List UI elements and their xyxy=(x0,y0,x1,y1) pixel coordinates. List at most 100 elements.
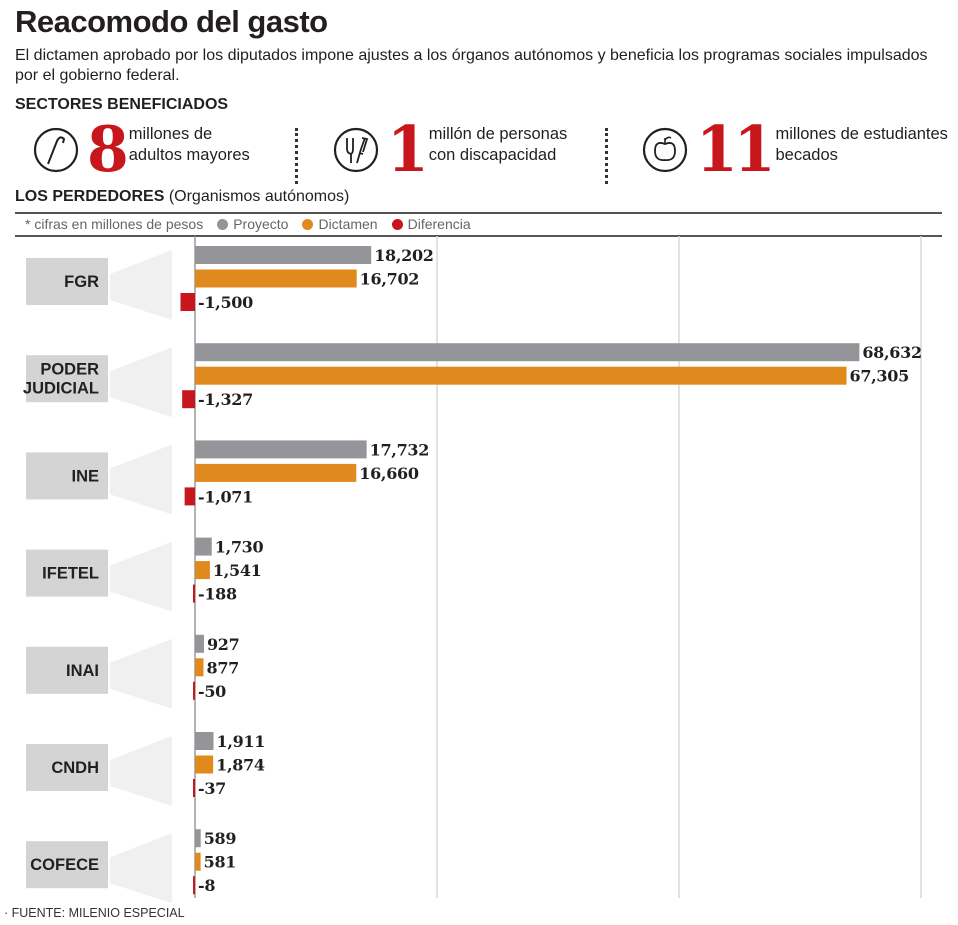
legend-dot-icon xyxy=(302,218,314,230)
sector-number: 8 xyxy=(87,113,129,187)
legend-item-proyecto: Proyecto xyxy=(217,216,288,232)
sector-text-line: millones de xyxy=(128,125,213,143)
sector-text-line: millón de personas xyxy=(428,125,568,143)
sector-text: millones de estudiantes becados xyxy=(776,124,948,166)
bar-proyecto xyxy=(195,829,201,848)
category-label-box xyxy=(26,744,108,791)
sector-text-line: millones de estudiantes xyxy=(775,125,948,143)
sector-text-line: con discapacidad xyxy=(428,146,557,164)
bar-dictamen xyxy=(195,755,214,774)
sector-number: 1 xyxy=(387,113,429,187)
data-label: 927 xyxy=(207,635,240,654)
data-label: 581 xyxy=(204,853,237,872)
legend-label: Dictamen xyxy=(318,216,378,232)
data-label: -37 xyxy=(198,779,226,798)
bar-proyecto xyxy=(195,537,212,556)
divider xyxy=(295,128,300,184)
data-label: 589 xyxy=(204,829,237,848)
data-label: 877 xyxy=(206,658,239,677)
sector-item: 11 millones de estudiantes becados xyxy=(642,113,948,187)
data-label: -1,071 xyxy=(198,487,253,506)
data-label: -8 xyxy=(198,876,215,895)
category-label-box xyxy=(26,258,108,305)
losers-heading-bold: LOS PERDEDORES xyxy=(15,188,165,205)
category-label: INE xyxy=(71,467,99,485)
bar-diferencia xyxy=(184,487,195,506)
category-connector xyxy=(110,250,172,320)
sector-text: millones de adultos mayores xyxy=(129,124,250,166)
sector-item: 1 millón de personas con discapacidad xyxy=(333,113,568,187)
bar-dictamen xyxy=(195,269,357,288)
data-label: 1,911 xyxy=(216,732,265,751)
data-label: 16,702 xyxy=(360,270,419,289)
data-label: -1,327 xyxy=(198,390,253,409)
bar-dictamen xyxy=(195,658,204,677)
legend-label: Proyecto xyxy=(233,216,289,232)
bar-proyecto xyxy=(195,634,204,653)
category-label: PODER xyxy=(40,361,99,379)
legend-dot-icon xyxy=(217,218,229,230)
bar-diferencia xyxy=(180,293,195,311)
bar-proyecto xyxy=(195,440,367,459)
category-connector xyxy=(110,444,172,515)
subtitle: El dictamen aprobado por los diputados i… xyxy=(15,47,928,84)
data-label: 67,305 xyxy=(850,367,909,386)
bar-diferencia xyxy=(182,390,195,409)
category-label: COFECE xyxy=(30,856,99,874)
data-label: 18,202 xyxy=(374,246,433,265)
sector-text: millón de personas con discapacidad xyxy=(429,124,568,166)
legend: * cifras en millones de pesos Proyecto D… xyxy=(25,216,471,232)
data-label: 68,632 xyxy=(862,343,921,362)
legend-item-dictamen: Dictamen xyxy=(302,216,378,232)
data-label: -1,500 xyxy=(198,293,253,312)
category-connector xyxy=(110,638,172,709)
bar-dictamen xyxy=(195,463,357,482)
bar-dictamen xyxy=(195,366,847,385)
losers-heading-note: (Organismos autónomos) xyxy=(168,188,350,205)
sector-text-line: becados xyxy=(775,146,838,164)
losers-heading: LOS PERDEDORES (Organismos autónomos) xyxy=(15,188,349,206)
page-title: Reacomodo del gasto xyxy=(15,4,328,39)
source-note: · FUENTE: MILENIO ESPECIAL xyxy=(4,906,185,920)
bar-diferencia xyxy=(193,584,195,603)
category-connector xyxy=(110,833,172,904)
bar-proyecto xyxy=(195,246,372,264)
bar-diferencia xyxy=(193,779,195,797)
legend-bottom-rule xyxy=(15,235,942,237)
category-label-box xyxy=(26,646,108,694)
data-label: 1,541 xyxy=(213,561,262,580)
category-label: JUDICIAL xyxy=(23,380,99,398)
bar-diferencia xyxy=(193,876,195,895)
divider xyxy=(605,128,610,184)
bar-dictamen xyxy=(195,852,201,871)
data-label: -188 xyxy=(198,585,237,604)
data-label: -50 xyxy=(198,682,226,701)
category-label: INAI xyxy=(66,662,99,680)
category-connector xyxy=(110,736,172,806)
legend-item-diferencia: Diferencia xyxy=(391,216,471,232)
bar-diferencia xyxy=(193,681,195,700)
category-label: IFETEL xyxy=(42,565,99,583)
category-label: FGR xyxy=(64,273,99,291)
sector-number: 11 xyxy=(696,113,775,187)
category-connector xyxy=(110,541,172,612)
cane-icon xyxy=(33,127,79,173)
sector-item: 8 millones de adultos mayores xyxy=(33,113,250,187)
crutches-icon xyxy=(333,127,379,173)
beneficiaries-heading: SECTORES BENEFICIADOS xyxy=(15,96,229,113)
apple-icon xyxy=(642,127,688,173)
legend-top-rule xyxy=(15,212,942,214)
category-label: CNDH xyxy=(51,759,99,777)
units-note: * cifras en millones de pesos xyxy=(25,216,204,232)
category-connector xyxy=(110,347,172,418)
data-label: 1,874 xyxy=(216,756,265,775)
bar-proyecto xyxy=(195,343,860,362)
category-label-box xyxy=(26,841,108,889)
data-label: 17,732 xyxy=(370,440,429,459)
data-label: 1,730 xyxy=(215,538,264,557)
category-label-box xyxy=(26,355,108,403)
sector-text-line: adultos mayores xyxy=(128,146,250,164)
bar-dictamen xyxy=(195,561,210,580)
legend-label: Diferencia xyxy=(407,216,471,232)
